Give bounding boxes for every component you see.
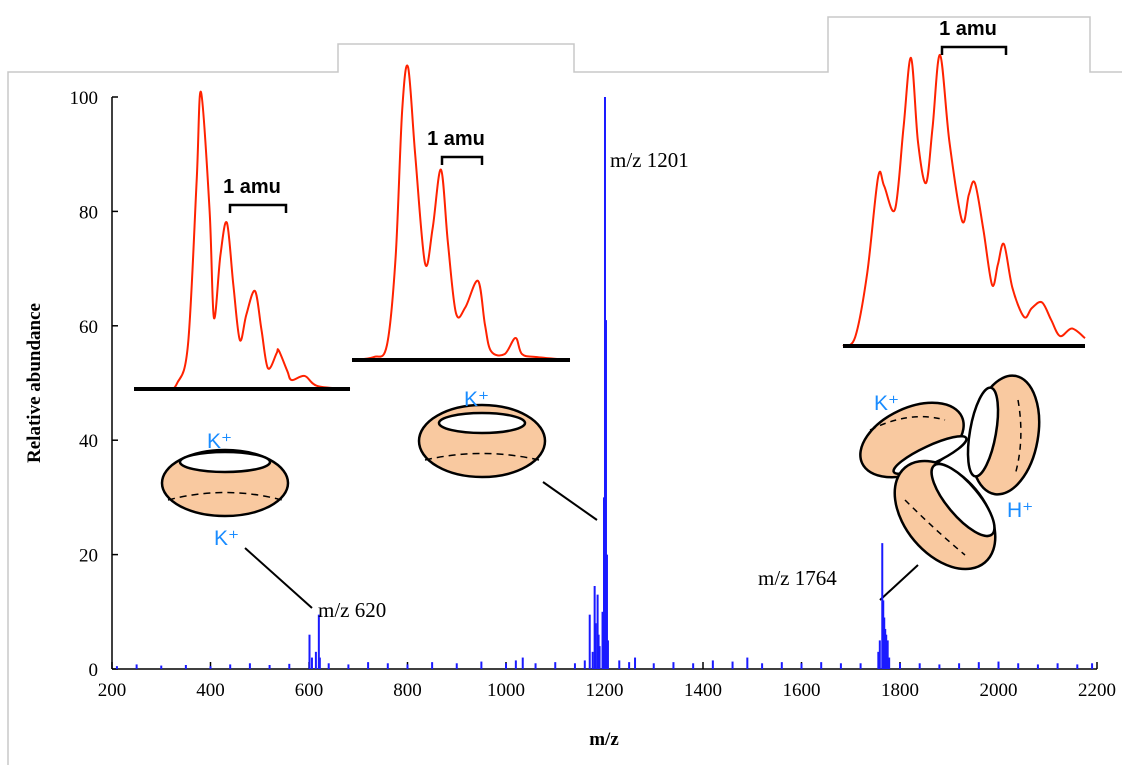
amu-label: 1 amu (939, 18, 997, 40)
x-tick-label: 1000 (487, 680, 525, 701)
inset-envelope (351, 64, 571, 361)
peak-annotation: m/z 1201 (610, 148, 689, 172)
ion-label: K⁺ (207, 430, 232, 453)
inset-envelope (842, 53, 1086, 347)
y-tick-label: 40 (79, 431, 98, 452)
y-tick-label: 0 (89, 660, 99, 681)
x-tick-label: 600 (295, 680, 324, 701)
ion-label: K⁺ (874, 392, 899, 415)
y-tick-label: 80 (79, 202, 98, 223)
cartoons (160, 374, 1041, 609)
peak-annotation: m/z 620 (318, 598, 386, 622)
y-tick-label: 100 (70, 88, 99, 109)
amu-bracket (228, 203, 288, 213)
x-tick-label: 1600 (783, 680, 821, 701)
x-tick-label: 200 (98, 680, 127, 701)
ion-label: H⁺ (1007, 499, 1033, 522)
amu-label: 1 amu (427, 128, 485, 150)
y-tick-label: 60 (79, 317, 98, 338)
amu-label: 1 amu (223, 176, 281, 198)
inset-envelope (133, 90, 351, 391)
x-tick-label: 1200 (586, 680, 624, 701)
y-axis-label: Relative abundance (24, 303, 45, 463)
amu-bracket (440, 155, 484, 165)
ion-label: K⁺ (214, 527, 239, 550)
amu-bracket (940, 45, 1008, 55)
frame (7, 16, 1122, 765)
ion-label: K⁺ (464, 388, 489, 411)
y-tick-label: 20 (79, 546, 98, 567)
x-tick-label: 2000 (980, 680, 1018, 701)
x-tick-label: 1400 (684, 680, 722, 701)
x-tick-label: 1800 (881, 680, 919, 701)
x-tick-label: 400 (196, 680, 225, 701)
x-tick-label: 2200 (1078, 680, 1116, 701)
x-axis-label: m/z (589, 729, 619, 750)
x-tick-label: 800 (393, 680, 422, 701)
peak-annotation: m/z 1764 (758, 566, 837, 590)
